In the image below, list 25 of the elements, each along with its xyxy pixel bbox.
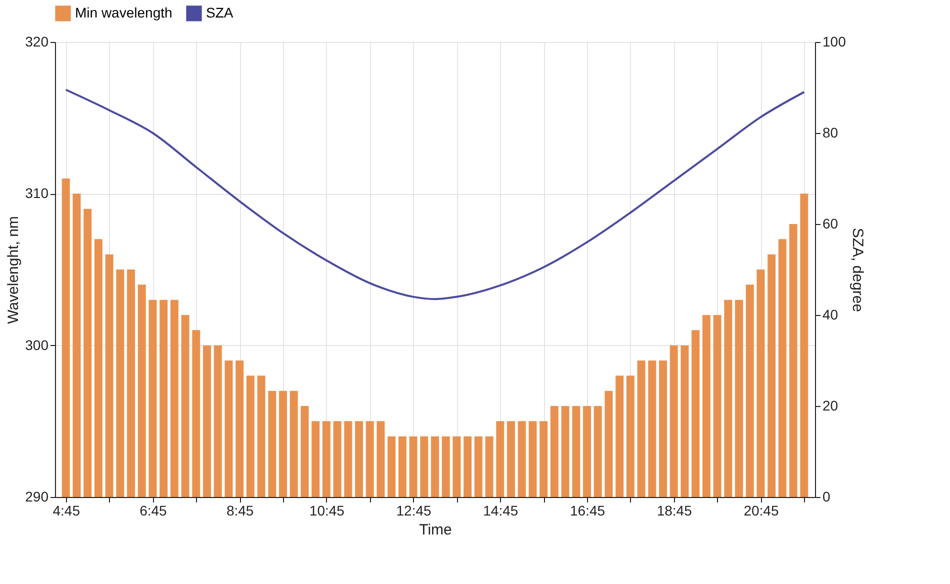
y2-tick-label: 60	[822, 216, 838, 232]
x-tick-label: 20:45	[744, 502, 779, 518]
y-tick-label: 300	[25, 336, 49, 353]
x-tick-label: 6:45	[140, 502, 168, 518]
legend-label: Min wavelength	[75, 4, 172, 20]
y-tick-label: 320	[25, 34, 49, 50]
y2-tick-label: 20	[822, 398, 838, 414]
x-tick-label: 18:45	[656, 502, 692, 518]
y2-tick-label: 80	[822, 124, 838, 140]
legend-label: SZA	[206, 4, 234, 20]
y2-axis-title: SZA, degree	[848, 228, 866, 312]
x-tick-label: 10:45	[309, 502, 345, 518]
line-series	[64, 88, 806, 300]
x-tick-label: 14:45	[483, 502, 518, 518]
x-tick-label: 8:45	[226, 502, 254, 518]
y-tick-label: 310	[25, 185, 49, 202]
y2-tick-label: 100	[822, 34, 846, 50]
y2-tick-label: 0	[822, 488, 830, 504]
x-tick-label: 16:45	[570, 502, 606, 518]
y-axis-title: Wavelenght, nm	[5, 216, 22, 324]
y-tick-label: 290	[25, 488, 49, 504]
x-tick-label: 12:45	[396, 502, 432, 518]
y2-tick-label: 40	[822, 306, 838, 322]
x-axis-title: Time	[419, 522, 452, 538]
x-tick-label: 4:45	[52, 502, 80, 518]
